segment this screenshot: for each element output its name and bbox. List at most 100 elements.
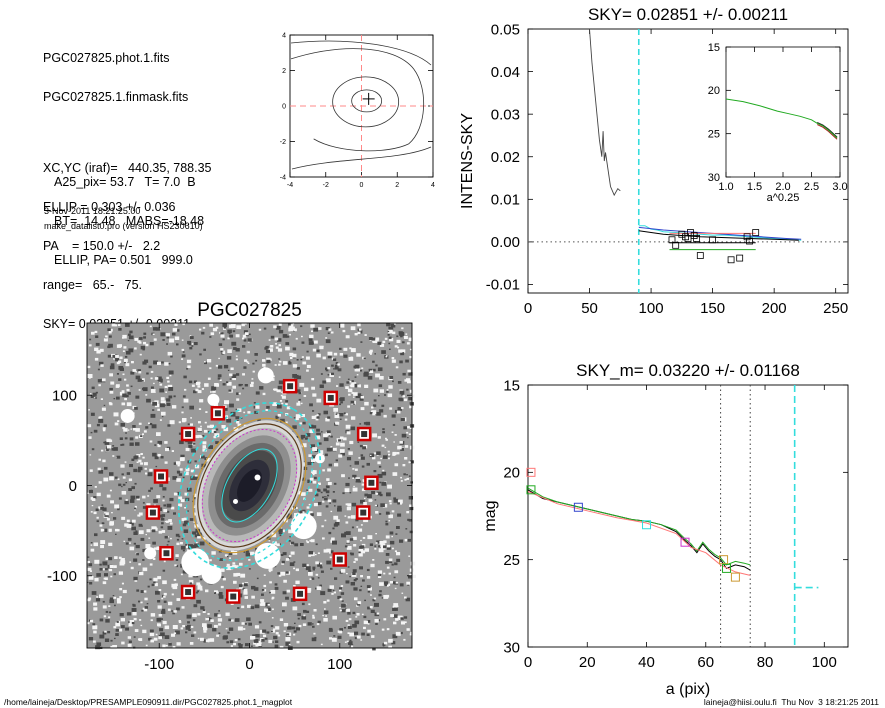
noise-speck [169, 420, 175, 425]
noise-speck [368, 351, 373, 354]
noise-speck [160, 618, 163, 620]
noise-speck [88, 344, 92, 347]
noise-speck [207, 425, 210, 428]
noise-speck [356, 353, 361, 357]
noise-speck [271, 630, 273, 633]
noise-speck [350, 426, 356, 431]
noise-speck [388, 329, 393, 334]
noise-speck [339, 413, 344, 417]
mask-box-core [297, 590, 304, 597]
noise-speck [383, 545, 387, 549]
noise-speck [274, 337, 279, 341]
noise-speck [196, 590, 199, 593]
noise-speck [158, 614, 162, 617]
star-mask-circle [290, 513, 317, 540]
noise-speck [307, 622, 312, 626]
noise-speck [172, 586, 176, 589]
noise-speck [251, 636, 256, 640]
noise-speck [235, 408, 238, 411]
noise-speck [378, 395, 380, 397]
noise-speck [330, 510, 333, 513]
noise-speck [394, 562, 398, 566]
noise-speck [323, 433, 328, 438]
inset-xlabel: a^0.25 [767, 192, 800, 204]
noise-speck [130, 385, 133, 388]
isophote-magenta [201, 428, 298, 543]
noise-speck [382, 645, 385, 647]
noise-speck [199, 328, 202, 331]
noise-speck [189, 642, 194, 645]
noise-speck [395, 533, 398, 535]
noise-speck [306, 489, 309, 491]
noise-speck [233, 643, 236, 646]
noise-speck [399, 390, 405, 395]
noise-speck [315, 543, 318, 546]
noise-speck [383, 414, 387, 418]
noise-speck [357, 441, 360, 443]
noise-speck [100, 398, 103, 400]
noise-speck [223, 350, 226, 352]
noise-speck [306, 610, 310, 613]
noise-speck [271, 617, 274, 619]
noise-speck [160, 397, 165, 401]
noise-speck [134, 455, 139, 459]
noise-speck [154, 377, 159, 380]
noise-speck [230, 324, 236, 328]
noise-speck [387, 484, 392, 489]
noise-speck [332, 491, 335, 493]
noise-speck [322, 537, 325, 540]
noise-speck [170, 355, 173, 358]
noise-speck [236, 421, 240, 424]
noise-speck [128, 488, 132, 491]
noise-speck [211, 551, 216, 555]
x-tick-label: 3.0 [832, 181, 847, 193]
noise-speck [219, 379, 222, 381]
noise-speck [95, 335, 99, 338]
noise-speck [245, 550, 249, 553]
noise-speck [194, 543, 199, 548]
noise-speck [372, 360, 375, 363]
noise-speck [145, 534, 147, 536]
noise-speck [153, 547, 157, 550]
noise-speck [407, 584, 410, 586]
noise-speck [387, 330, 390, 333]
noise-speck [188, 444, 193, 449]
noise-speck [187, 365, 191, 369]
noise-speck [268, 639, 273, 644]
y-tick-label: -4 [280, 174, 286, 181]
noise-speck [388, 336, 392, 339]
noise-speck [114, 556, 118, 559]
noise-speck [135, 442, 140, 446]
noise-speck [359, 566, 363, 570]
noise-speck [134, 507, 137, 510]
noise-speck [388, 326, 394, 331]
noise-speck [372, 368, 376, 372]
noise-speck [213, 430, 217, 433]
noise-speck [351, 380, 354, 383]
noise-speck [278, 358, 281, 360]
noise-speck [264, 608, 269, 612]
noise-speck [323, 497, 328, 501]
noise-speck [377, 436, 381, 439]
noise-speck [402, 372, 406, 376]
noise-speck [391, 414, 396, 418]
noise-speck [189, 405, 194, 410]
noise-speck [364, 599, 366, 602]
noise-speck [309, 403, 313, 407]
noise-speck [182, 625, 185, 628]
noise-speck [184, 492, 189, 496]
noise-speck [320, 373, 323, 375]
noise-speck [306, 506, 310, 509]
noise-speck [168, 387, 174, 391]
noise-speck [296, 359, 299, 361]
noise-speck [316, 398, 322, 403]
noise-speck [164, 520, 167, 523]
noise-speck [178, 621, 182, 624]
noise-speck [194, 476, 199, 480]
noise-speck [236, 572, 241, 576]
noise-speck [160, 332, 166, 337]
noise-speck [120, 560, 126, 565]
noise-speck [369, 606, 373, 609]
x-tick-label: 150 [700, 300, 725, 317]
noise-speck [165, 447, 169, 452]
